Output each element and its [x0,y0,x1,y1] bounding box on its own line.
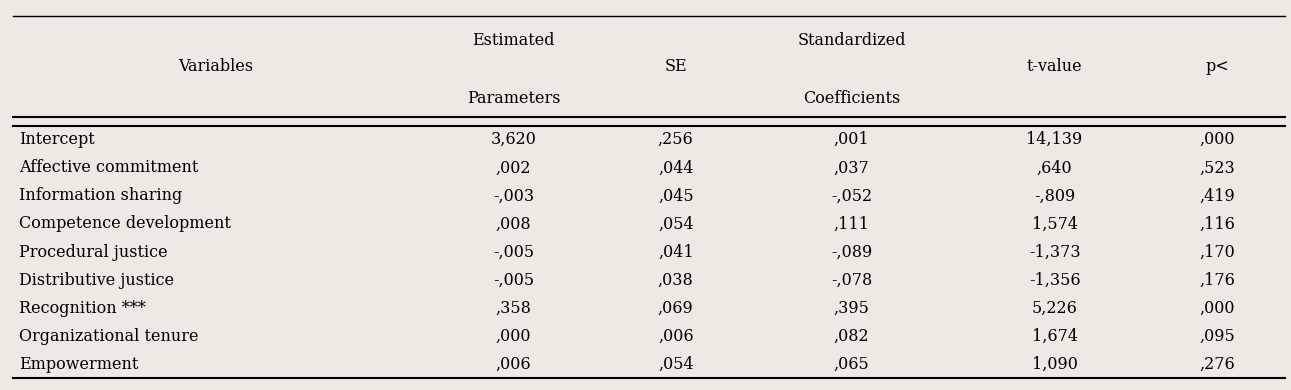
Text: ,276: ,276 [1199,356,1234,373]
Text: Coefficients: Coefficients [803,90,900,107]
Text: -,089: -,089 [831,243,873,261]
Text: -,078: -,078 [831,271,873,289]
Text: ,006: ,006 [658,328,693,345]
Text: ,000: ,000 [1199,131,1234,148]
Text: -,005: -,005 [493,243,534,261]
Text: 1,674: 1,674 [1032,328,1078,345]
Text: ,044: ,044 [658,160,693,176]
Text: ,000: ,000 [1199,300,1234,317]
Text: Empowerment: Empowerment [19,356,138,373]
Text: Variables: Variables [178,58,253,75]
Text: ,358: ,358 [496,300,532,317]
Text: ,000: ,000 [496,328,531,345]
Text: ,395: ,395 [834,300,870,317]
Text: Intercept: Intercept [19,131,96,148]
Text: ,054: ,054 [658,356,693,373]
Text: Estimated: Estimated [473,32,555,50]
Text: ,170: ,170 [1199,243,1234,261]
Text: ,041: ,041 [658,243,693,261]
Text: ,054: ,054 [658,215,693,232]
Text: -1,373: -1,373 [1029,243,1081,261]
Text: ,038: ,038 [658,271,693,289]
Text: Procedural justice: Procedural justice [19,243,168,261]
Text: -,003: -,003 [493,187,534,204]
Text: ,065: ,065 [834,356,870,373]
Text: ,111: ,111 [834,215,870,232]
Text: 14,139: 14,139 [1026,131,1083,148]
Text: Information sharing: Information sharing [19,187,182,204]
Text: Organizational tenure: Organizational tenure [19,328,199,345]
Text: 1,090: 1,090 [1032,356,1078,373]
Text: ,095: ,095 [1199,328,1234,345]
Text: 3,620: 3,620 [491,131,536,148]
Text: ,069: ,069 [658,300,693,317]
Text: ,006: ,006 [496,356,532,373]
Text: Parameters: Parameters [467,90,560,107]
Text: -,005: -,005 [493,271,534,289]
Text: Competence development: Competence development [19,215,231,232]
Text: SE: SE [665,58,687,75]
Text: Standardized: Standardized [798,32,906,50]
Text: ,256: ,256 [658,131,693,148]
Text: -,052: -,052 [831,187,873,204]
Text: ,523: ,523 [1199,160,1234,176]
Text: -,809: -,809 [1034,187,1075,204]
Text: ,008: ,008 [496,215,532,232]
Text: 5,226: 5,226 [1032,300,1078,317]
Text: ,037: ,037 [834,160,870,176]
Text: ,116: ,116 [1199,215,1235,232]
Text: ,640: ,640 [1037,160,1073,176]
Text: Affective commitment: Affective commitment [19,160,199,176]
Text: -1,356: -1,356 [1029,271,1081,289]
Text: 1,574: 1,574 [1032,215,1078,232]
Text: ,176: ,176 [1199,271,1235,289]
Text: ,002: ,002 [496,160,531,176]
Text: ,001: ,001 [834,131,869,148]
Text: t-value: t-value [1026,58,1082,75]
Text: Recognition ***: Recognition *** [19,300,146,317]
Text: ,082: ,082 [834,328,869,345]
Text: ,045: ,045 [658,187,693,204]
Text: Distributive justice: Distributive justice [19,271,174,289]
Text: p<: p< [1205,58,1229,75]
Text: ,419: ,419 [1199,187,1234,204]
